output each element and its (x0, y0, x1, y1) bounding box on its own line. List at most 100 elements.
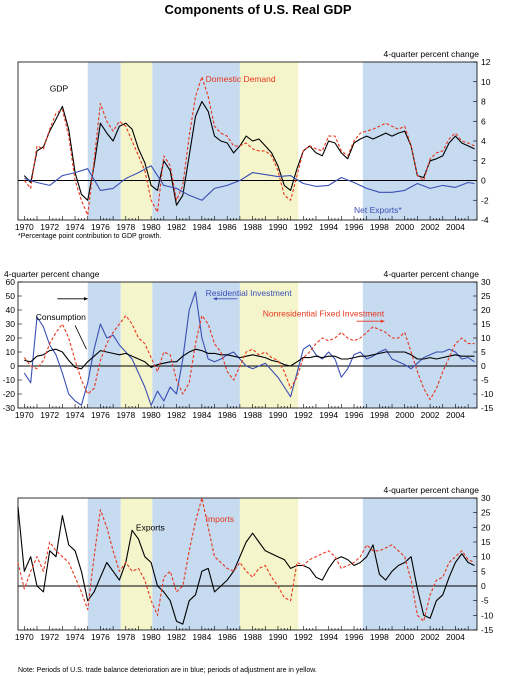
series-line-imports (17, 497, 475, 622)
x-tick-label: 1972 (40, 410, 59, 420)
shade-band-deterioration (362, 282, 477, 408)
x-tick-label: 1996 (345, 410, 364, 420)
panel-gdp: 1970 1972 1974 1976 1978 1980 1982 1984 1986 1988… (15, 49, 491, 240)
x-tick-label: 1982 (167, 410, 186, 420)
x-tick-label: 1984 (192, 410, 211, 420)
x-tick-label: 2002 (421, 410, 440, 420)
panel-trade: 1970 1972 1974 1976 1978 1980 1982 1984 1986 1988… (15, 485, 494, 642)
x-tick-label: 1990 (268, 632, 287, 642)
y-tick-label-left: 60 (6, 277, 16, 287)
x-tick-label: 1988 (243, 222, 262, 232)
y-tick-label-right: 15 (481, 319, 491, 329)
y-tick-label-left: 30 (6, 319, 16, 329)
series-label: Exports (136, 522, 165, 532)
series-label: Residential Investment (206, 288, 293, 298)
y-tick-label-left: -30 (3, 403, 16, 413)
x-tick-label: 1986 (218, 410, 237, 420)
x-tick-label: 1996 (345, 222, 364, 232)
shade-band-deterioration (152, 282, 240, 408)
x-tick-label: 1982 (167, 632, 186, 642)
x-tick-label: 1984 (192, 222, 211, 232)
x-tick-label: 2004 (446, 410, 465, 420)
series-line-domestic-demand (23, 76, 475, 216)
y-tick-label-right: 15 (481, 537, 491, 547)
x-tick-label: 2004 (446, 222, 465, 232)
y-tick-label-left: 0 (10, 361, 15, 371)
y-axis-title-right: 4-quarter percent change (384, 485, 480, 495)
x-tick-label: 1978 (116, 410, 135, 420)
y-tick-label-right: -15 (481, 625, 494, 635)
series-line-net-exports (24, 165, 475, 201)
residential-arrow-head (213, 297, 217, 301)
x-tick-label: 2000 (395, 222, 414, 232)
consumption-arrow-head (84, 297, 88, 301)
y-tick-label-right: 25 (481, 291, 491, 301)
x-tick-label: 1990 (268, 222, 287, 232)
x-tick-label: 1972 (40, 222, 59, 232)
y-tick-label-left: 50 (6, 291, 16, 301)
shade-band-deterioration (362, 62, 477, 220)
y-tick-label-right: 10 (481, 77, 491, 87)
x-tick-label: 1992 (294, 632, 313, 642)
x-tick-label: 1976 (91, 410, 110, 420)
y-axis-title-right: 4-quarter percent change (384, 49, 480, 59)
x-tick-label: 1988 (243, 632, 262, 642)
shade-band-deterioration (362, 498, 477, 630)
x-tick-label: 1996 (345, 632, 364, 642)
y-axis-title-left: 4-quarter percent change (4, 269, 100, 279)
series-label: Imports (206, 514, 234, 524)
x-tick-label: 1994 (319, 410, 338, 420)
series-line-residential-investment (23, 291, 475, 406)
y-tick-label-left: 10 (6, 347, 16, 357)
shade-band-adjustment (120, 62, 153, 220)
y-tick-label-right: 30 (481, 277, 491, 287)
x-tick-label: 1970 (15, 410, 34, 420)
figure-title: Components of U.S. Real GDP (164, 2, 351, 17)
footnote-shading: Note: Periods of U.S. trade balance dete… (18, 667, 317, 674)
shade-band-deterioration (152, 62, 240, 220)
x-tick-label: 1986 (218, 632, 237, 642)
y-tick-label-right: 12 (481, 57, 491, 67)
y-tick-label-right: 4 (481, 136, 486, 146)
series-label: Net Exports* (354, 205, 402, 215)
x-tick-label: 1974 (66, 410, 85, 420)
x-tick-label: 1992 (294, 410, 313, 420)
series-line-consumption (24, 348, 475, 370)
y-axis-title-right: 4-quarter percent change (384, 269, 480, 279)
x-tick-label: 1980 (142, 222, 161, 232)
x-tick-label: 1974 (66, 632, 85, 642)
y-tick-label-right: 25 (481, 508, 491, 518)
x-tick-label: 1976 (91, 222, 110, 232)
y-tick-label-right: 5 (481, 566, 486, 576)
y-tick-label-left: -20 (3, 389, 16, 399)
shade-band-adjustment (239, 62, 299, 220)
panel-footnote: *Percentage point contribution to GDP gr… (18, 233, 162, 240)
y-tick-label-left: 20 (6, 333, 16, 343)
y-tick-label-right: 2 (481, 156, 486, 166)
x-tick-label: 2000 (395, 632, 414, 642)
x-tick-label: 2002 (421, 222, 440, 232)
shade-band-adjustment (120, 282, 153, 408)
x-tick-label: 1972 (40, 632, 59, 642)
x-tick-label: 1994 (319, 222, 338, 232)
y-tick-label-right: -10 (481, 389, 494, 399)
series-line-gdp (23, 100, 475, 206)
series-label: Nonresidential Fixed Investment (263, 308, 385, 318)
x-tick-label: 1998 (370, 632, 389, 642)
x-tick-label: 1978 (116, 222, 135, 232)
series-label: Domestic Demand (206, 74, 276, 84)
x-tick-label: 1998 (370, 410, 389, 420)
y-tick-label-right: 20 (481, 522, 491, 532)
x-tick-label: 1998 (370, 222, 389, 232)
x-tick-label: 1984 (192, 632, 211, 642)
x-tick-label: 1970 (15, 632, 34, 642)
series-line-exports (17, 506, 475, 625)
y-tick-label-right: 8 (481, 97, 486, 107)
y-tick-label-right: -15 (481, 403, 494, 413)
consumption-pointer (74, 325, 87, 350)
series-label: Consumption (36, 312, 86, 322)
y-tick-label-right: 30 (481, 493, 491, 503)
plot-frame (17, 281, 478, 409)
x-tick-label: 1994 (319, 632, 338, 642)
